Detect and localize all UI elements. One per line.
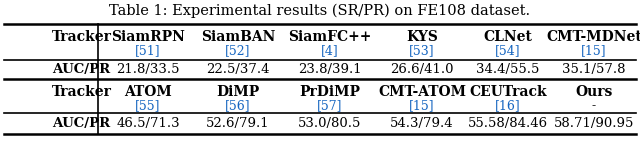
Text: [54]: [54] [495,45,521,57]
Text: -: - [592,99,596,113]
Text: [4]: [4] [321,45,339,57]
Text: [51]: [51] [135,45,161,57]
Text: CMT-ATOM: CMT-ATOM [378,85,466,99]
Text: SiamBAN: SiamBAN [201,30,275,44]
Text: 58.71/90.95: 58.71/90.95 [554,117,634,131]
Text: Ours: Ours [575,85,612,99]
Text: 22.5/37.4: 22.5/37.4 [206,62,269,75]
Text: [57]: [57] [317,99,343,113]
Text: PrDiMP: PrDiMP [300,85,360,99]
Text: AUC/PR: AUC/PR [52,62,110,75]
Text: SiamRPN: SiamRPN [111,30,185,44]
Text: [15]: [15] [581,45,607,57]
Text: CLNet: CLNet [484,30,532,44]
Text: 23.8/39.1: 23.8/39.1 [298,62,362,75]
Text: SiamFC++: SiamFC++ [288,30,372,44]
Text: 46.5/71.3: 46.5/71.3 [116,117,180,131]
Text: 34.4/55.5: 34.4/55.5 [476,62,540,75]
Text: DiMP: DiMP [216,85,260,99]
Text: 52.6/79.1: 52.6/79.1 [206,117,270,131]
Text: 35.1/57.8: 35.1/57.8 [563,62,626,75]
Text: [15]: [15] [409,99,435,113]
Text: [16]: [16] [495,99,521,113]
Text: 55.58/84.46: 55.58/84.46 [468,117,548,131]
Text: Table 1: Experimental results (SR/PR) on FE108 dataset.: Table 1: Experimental results (SR/PR) on… [109,4,531,18]
Text: ATOM: ATOM [124,85,172,99]
Text: 54.3/79.4: 54.3/79.4 [390,117,454,131]
Text: 26.6/41.0: 26.6/41.0 [390,62,454,75]
Text: Tracker: Tracker [52,85,112,99]
Text: KYS: KYS [406,30,438,44]
Text: [52]: [52] [225,45,251,57]
Text: AUC/PR: AUC/PR [52,117,110,131]
Text: 53.0/80.5: 53.0/80.5 [298,117,362,131]
Text: 21.8/33.5: 21.8/33.5 [116,62,180,75]
Text: [56]: [56] [225,99,251,113]
Text: CEUTrack: CEUTrack [469,85,547,99]
Text: [55]: [55] [135,99,161,113]
Text: CMT-MDNet: CMT-MDNet [546,30,640,44]
Text: Tracker: Tracker [52,30,112,44]
Text: [53]: [53] [409,45,435,57]
